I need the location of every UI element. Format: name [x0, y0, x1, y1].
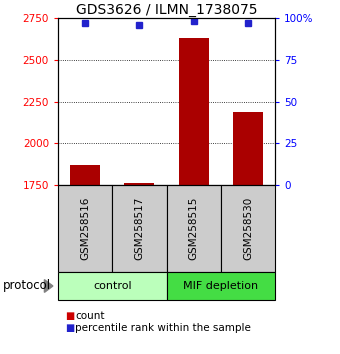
Text: count: count: [75, 311, 104, 321]
Bar: [167, 185, 221, 272]
Text: GSM258530: GSM258530: [243, 197, 253, 260]
Bar: [58, 185, 112, 272]
Title: GDS3626 / ILMN_1738075: GDS3626 / ILMN_1738075: [76, 3, 257, 17]
Bar: [112, 185, 167, 272]
Bar: [233, 112, 263, 185]
Text: ■: ■: [65, 323, 74, 333]
Text: percentile rank within the sample: percentile rank within the sample: [75, 323, 251, 333]
Text: GSM258517: GSM258517: [134, 197, 144, 260]
Bar: [167, 272, 275, 300]
Text: GSM258515: GSM258515: [189, 197, 199, 260]
Bar: [58, 272, 167, 300]
Text: ■: ■: [65, 311, 74, 321]
Bar: [221, 185, 275, 272]
Text: MIF depletion: MIF depletion: [183, 281, 258, 291]
Bar: [70, 165, 100, 185]
Bar: [179, 38, 208, 185]
Text: control: control: [93, 281, 132, 291]
Text: protocol: protocol: [3, 280, 51, 292]
Bar: [124, 183, 154, 185]
Text: GSM258516: GSM258516: [80, 197, 90, 260]
